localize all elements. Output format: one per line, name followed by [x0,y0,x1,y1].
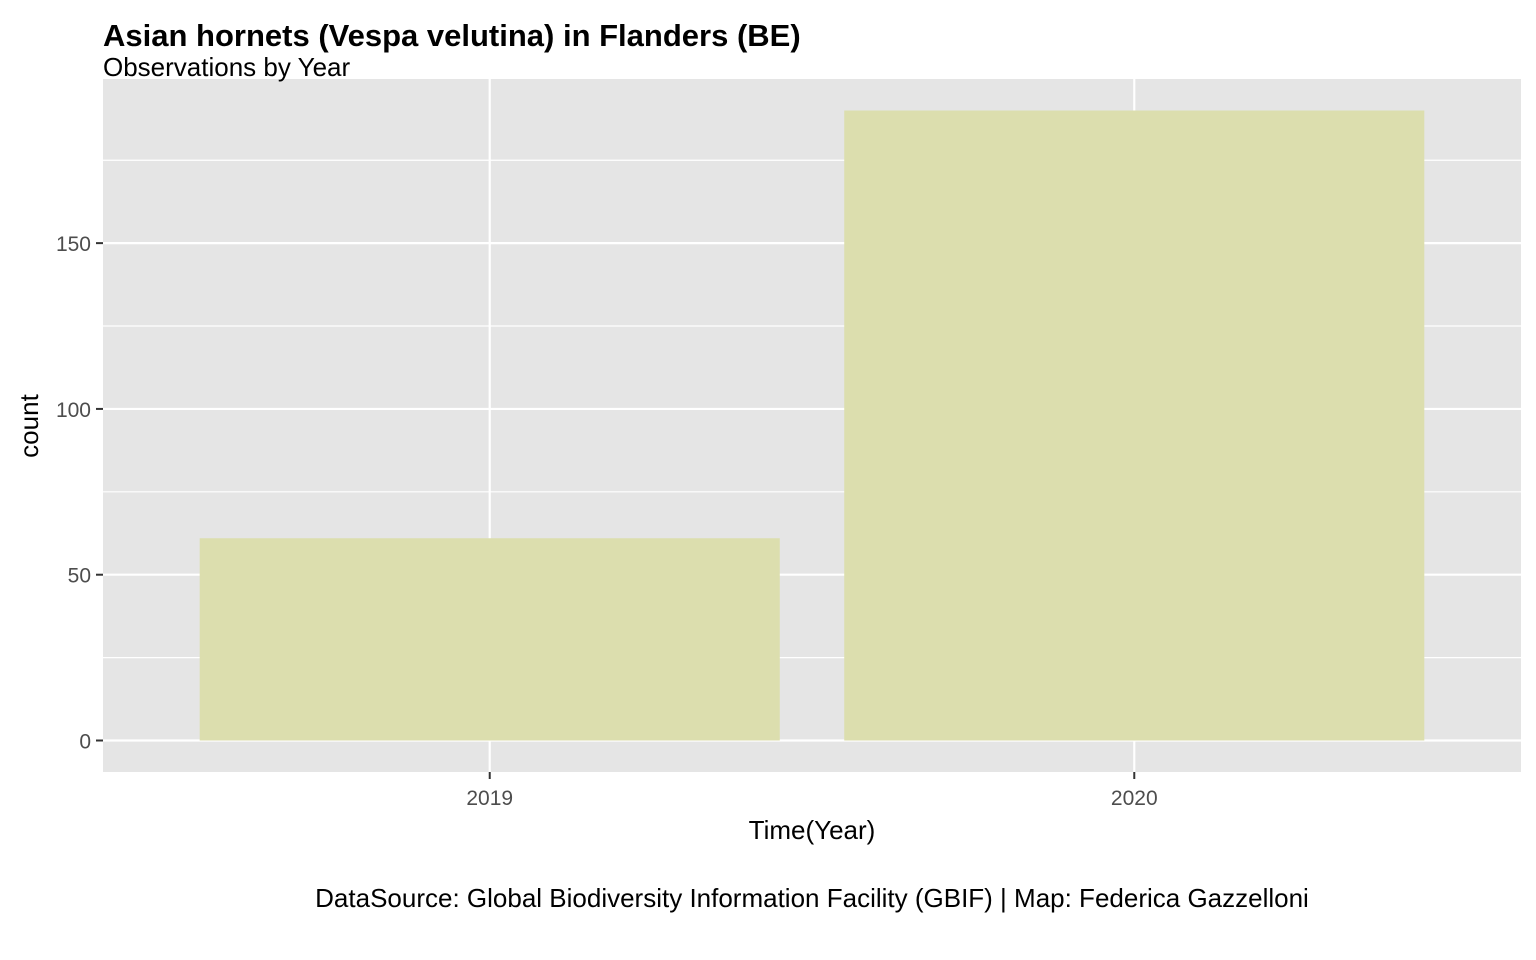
y-tick-label: 100 [56,399,91,422]
x-tick-label: 2019 [466,787,513,810]
bar-2020 [844,110,1425,741]
chart-subtitle: Observations by Year [103,52,350,82]
bars [199,110,1425,741]
y-tick-label: 50 [68,565,91,588]
x-axis-title: Time(Year) [749,815,876,845]
x-tick-label: 2020 [1111,787,1158,810]
y-tick-label: 150 [56,233,91,256]
chart-caption: DataSource: Global Biodiversity Informat… [315,883,1309,913]
y-axis: 0 50 100 150 [56,233,103,754]
y-tick-label: 0 [79,731,91,754]
chart-title: Asian hornets (Vespa velutina) in Flande… [103,18,801,53]
bar-2019 [199,538,780,741]
y-axis-title: count [14,393,44,457]
x-axis: 2019 2020 [466,772,1158,810]
